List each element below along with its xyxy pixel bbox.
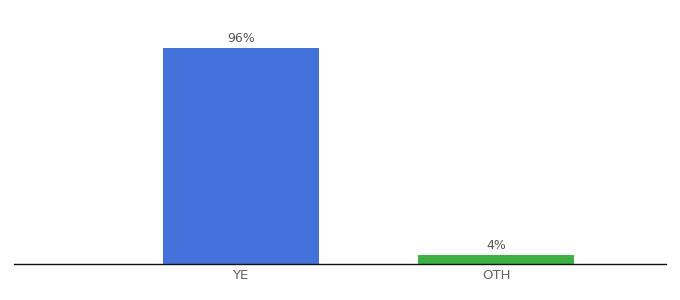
Bar [163,48,319,264]
Bar [418,255,574,264]
Text: 4%: 4% [486,239,506,252]
Text: 96%: 96% [227,32,254,45]
